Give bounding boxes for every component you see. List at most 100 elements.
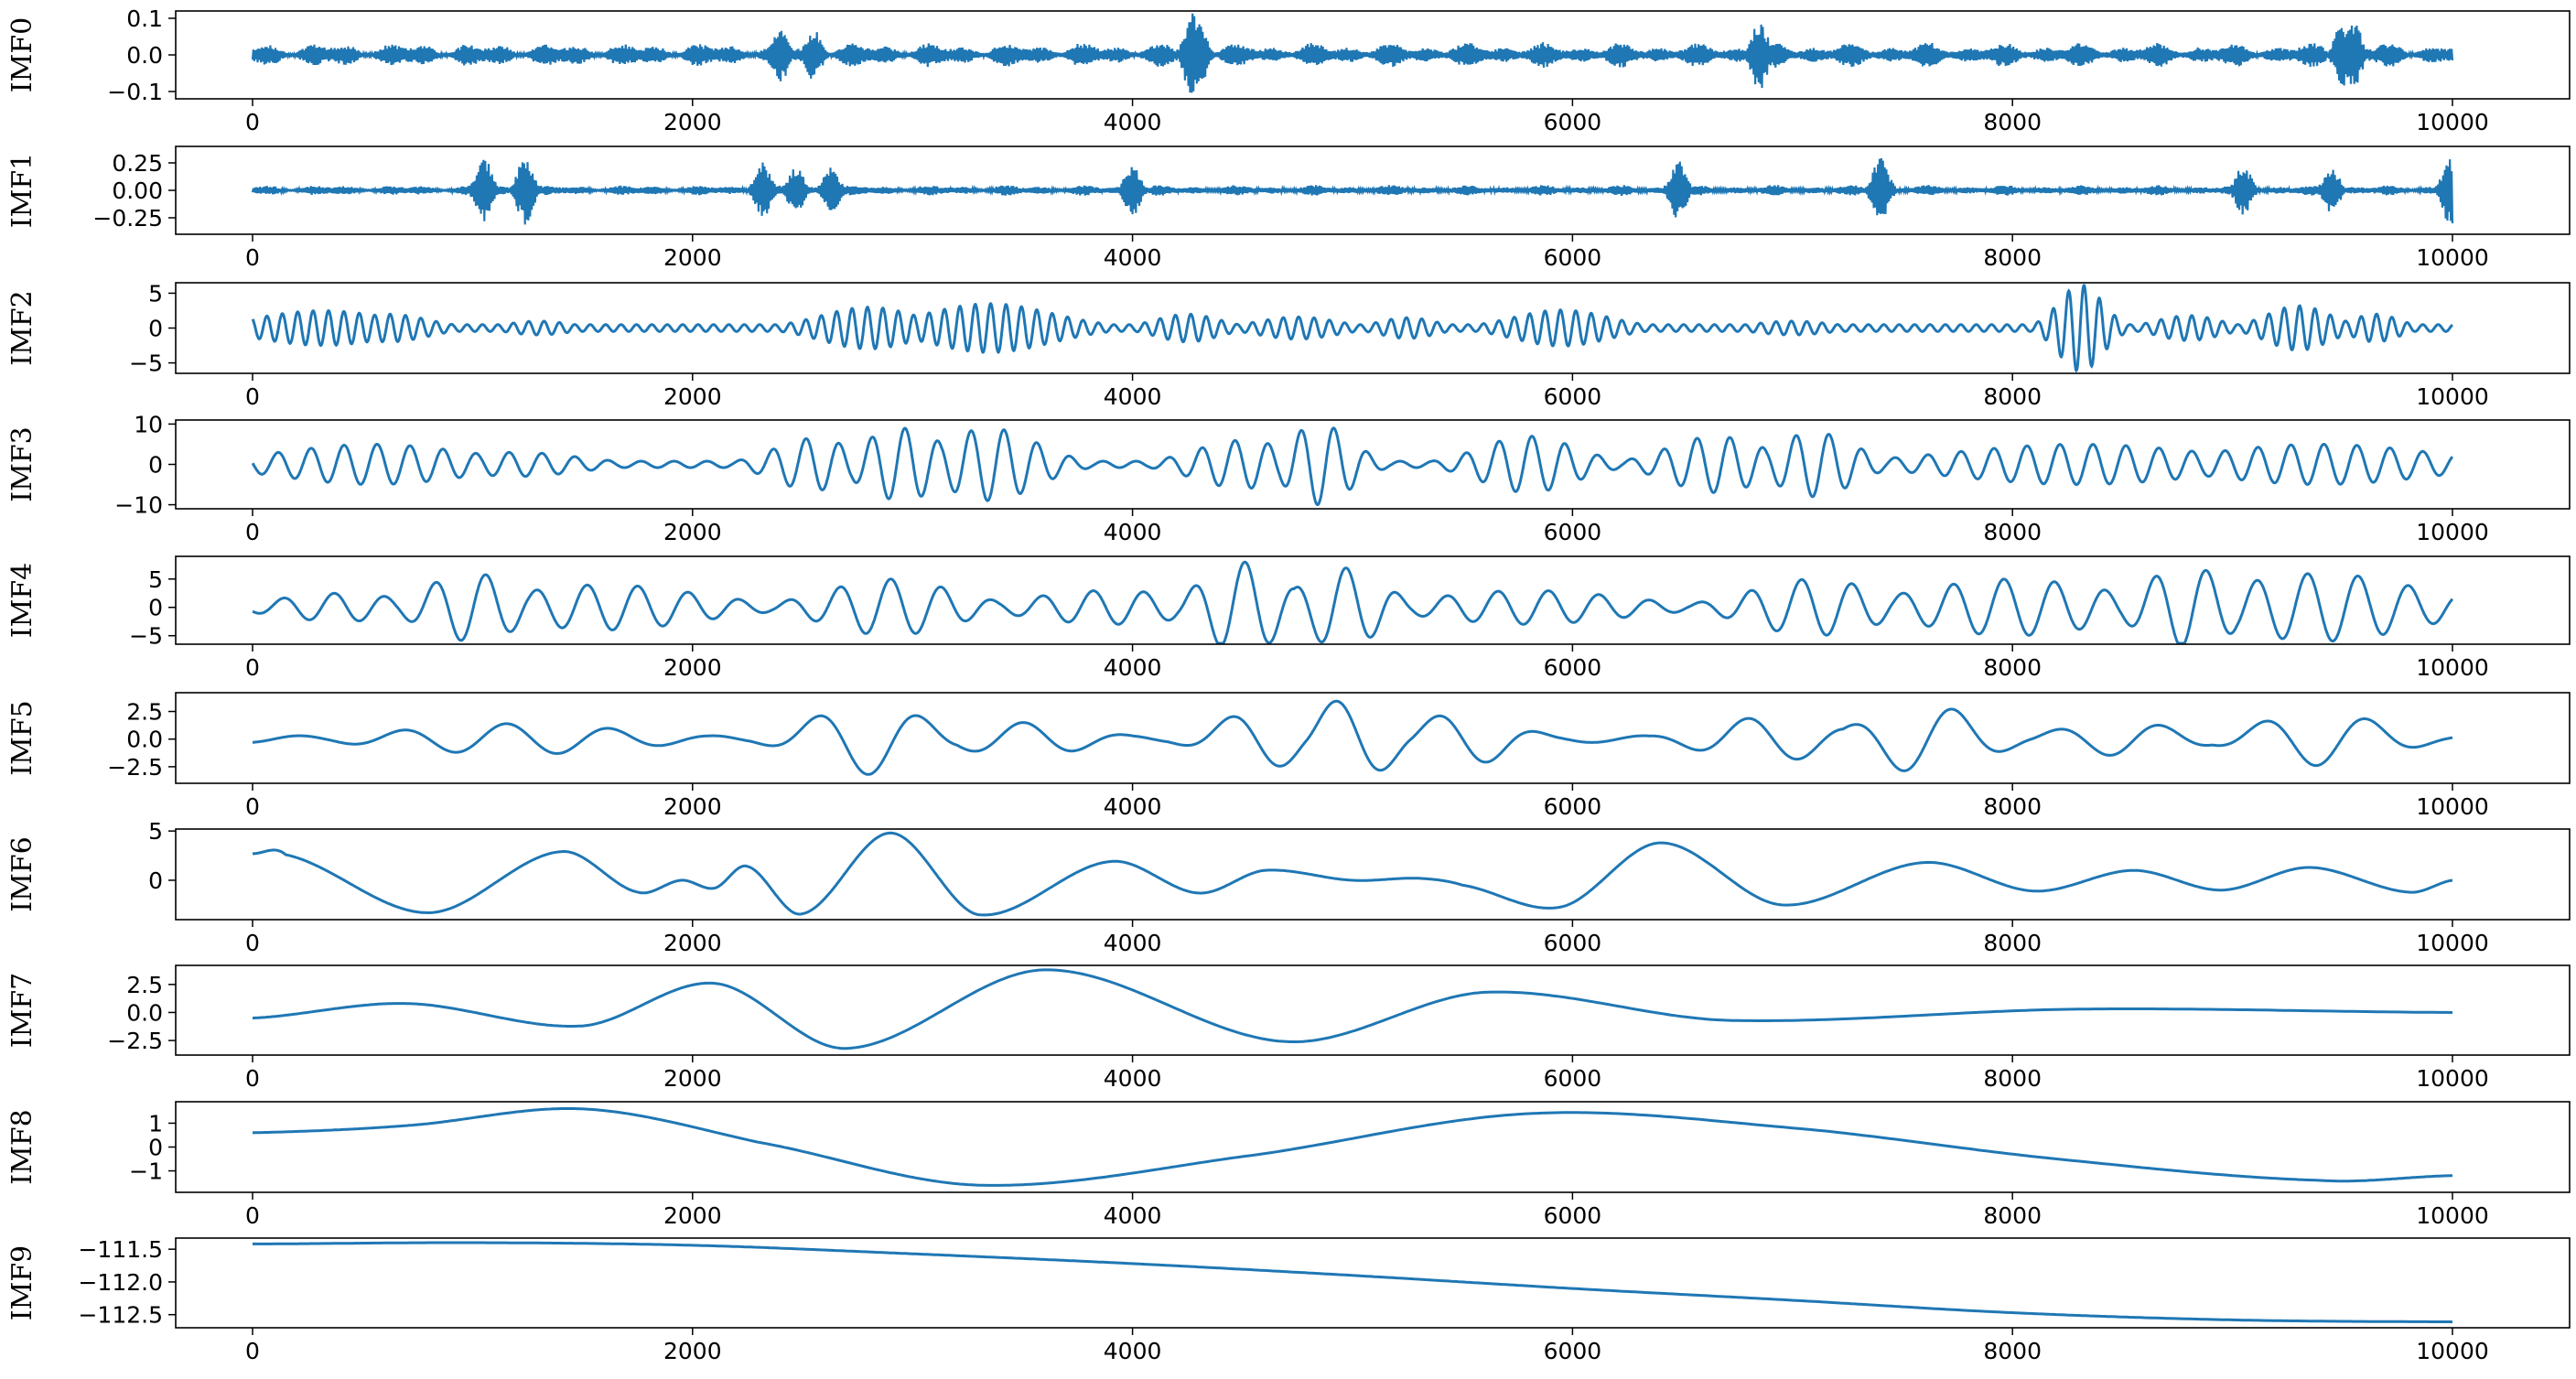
- x-tick-label: 10000: [2416, 1065, 2489, 1092]
- y-axis-label: IMF7: [6, 973, 38, 1048]
- subplot-imf2: 0 2000 4000 6000 8000 10000 5 0 −5 IMF2: [6, 280, 2571, 410]
- series-line-imf9: [253, 1241, 2453, 1324]
- series-line-imf5: [253, 699, 2453, 776]
- x-tick-label: 0: [245, 1065, 260, 1092]
- x-tick-label: 10000: [2416, 1202, 2489, 1229]
- axes-frame: [175, 1101, 2571, 1193]
- y-tick-label: 0.0: [126, 999, 163, 1026]
- subplot-imf7: 0 2000 4000 6000 8000 10000 2.50.0−2.5 IMF7: [6, 964, 2571, 1092]
- x-tick-label: 6000: [1544, 519, 1602, 545]
- y-axis-label: IMF8: [6, 1109, 38, 1184]
- y-axis-label: IMF6: [6, 836, 38, 911]
- series-line-imf4: [252, 560, 2454, 645]
- series-line-imf3: [251, 426, 2454, 506]
- y-tick-label: 0.25: [112, 150, 163, 177]
- x-tick-label: 6000: [1544, 654, 1602, 681]
- axes-frame: [175, 964, 2571, 1056]
- y-tick-label: 0: [148, 316, 163, 342]
- x-tick-label: 4000: [1104, 930, 1162, 956]
- y-tick-label: 5: [148, 818, 163, 845]
- axes-frame: [175, 555, 2571, 645]
- x-tick-label: 2000: [663, 1338, 722, 1364]
- x-tick-label: 10000: [2416, 383, 2489, 410]
- x-tick-label: 4000: [1104, 654, 1162, 681]
- x-tick-label: 4000: [1104, 519, 1162, 545]
- y-axis-label: IMF9: [6, 1245, 38, 1320]
- x-tick-label: 0: [245, 930, 260, 956]
- x-tick-label: 10000: [2416, 244, 2489, 271]
- axes-frame: [175, 1237, 2571, 1329]
- x-tick-label: 6000: [1544, 793, 1602, 820]
- y-tick-label: 5: [148, 566, 163, 593]
- x-tick-label: 10000: [2416, 1338, 2489, 1364]
- y-axis-label: IMF1: [6, 153, 38, 228]
- subplot-imf6: 0 2000 4000 6000 8000 10000 5 0 IMF6: [6, 818, 2571, 956]
- x-tick-label: 0: [245, 109, 260, 135]
- x-tick-label: 6000: [1544, 1338, 1602, 1364]
- x-tick-label: 4000: [1104, 383, 1162, 410]
- x-tick-label: 6000: [1544, 1202, 1602, 1229]
- series-line-imf6: [253, 831, 2453, 917]
- x-tick-label: 0: [245, 793, 260, 820]
- x-tick-label: 2000: [663, 793, 722, 820]
- subplot-imf3: 0 2000 4000 6000 8000 10000 10 0 −10 IMF3: [6, 411, 2571, 545]
- y-tick-label: 1: [148, 1110, 163, 1137]
- subplot-imf5: 0 2000 4000 6000 8000 10000 2.50.0−2.5 IMF5: [6, 692, 2571, 820]
- x-tick-label: 6000: [1544, 930, 1602, 956]
- x-tick-label: 10000: [2416, 654, 2489, 681]
- y-tick-label: −0.25: [92, 205, 163, 232]
- x-tick-label: 2000: [663, 930, 722, 956]
- x-tick-label: 6000: [1544, 383, 1602, 410]
- x-tick-label: 0: [245, 654, 260, 681]
- x-tick-label: 0: [245, 1202, 260, 1229]
- x-tick-label: 8000: [1983, 109, 2042, 135]
- series-line-imf2: [251, 284, 2453, 373]
- x-tick-label: 8000: [1983, 793, 2042, 820]
- x-tick-label: 8000: [1983, 519, 2042, 545]
- series-line-imf1: [251, 157, 2454, 225]
- subplot-imf9: 0 2000 4000 6000 8000 10000 −111.5 −112.0 −112.5…: [6, 1236, 2571, 1364]
- x-tick-label: 0: [245, 244, 260, 271]
- x-tick-label: 4000: [1104, 1202, 1162, 1229]
- subplot-imf1: 0 2000 4000 6000 8000 10000 0.250.00−0.25 IMF1: [6, 145, 2571, 271]
- y-tick-label: 2.5: [126, 972, 163, 998]
- x-tick-label: 0: [245, 1338, 260, 1364]
- y-tick-label: −0.1: [107, 79, 163, 105]
- x-tick-label: 8000: [1983, 1202, 2042, 1229]
- y-axis-label: IMF4: [6, 563, 38, 638]
- y-tick-label: 0.1: [126, 5, 163, 32]
- x-tick-label: 8000: [1983, 1338, 2042, 1364]
- x-tick-label: 10000: [2416, 930, 2489, 956]
- x-tick-label: 10000: [2416, 519, 2489, 545]
- x-tick-label: 10000: [2416, 109, 2489, 135]
- y-tick-label: 10: [134, 411, 163, 437]
- x-tick-label: 6000: [1544, 109, 1602, 135]
- y-axis-label: IMF0: [6, 17, 38, 92]
- x-tick-label: 8000: [1983, 244, 2042, 271]
- y-axis-label: IMF2: [6, 290, 38, 365]
- x-tick-label: 8000: [1983, 1065, 2042, 1092]
- y-tick-label: −112.5: [78, 1302, 163, 1329]
- x-tick-label: 2000: [663, 1065, 722, 1092]
- series-line-imf7: [252, 968, 2453, 1050]
- x-tick-label: 4000: [1104, 244, 1162, 271]
- x-tick-label: 0: [245, 519, 260, 545]
- x-tick-label: 4000: [1104, 1065, 1162, 1092]
- x-tick-label: 4000: [1104, 1338, 1162, 1364]
- y-tick-label: 2.5: [126, 699, 163, 726]
- y-tick-label: 0.00: [112, 178, 163, 204]
- x-tick-label: 8000: [1983, 654, 2042, 681]
- x-tick-label: 4000: [1104, 793, 1162, 820]
- x-tick-label: 2000: [663, 1202, 722, 1229]
- x-tick-label: 8000: [1983, 383, 2042, 410]
- y-tick-label: 0.0: [126, 42, 163, 69]
- y-tick-label: 0.0: [126, 727, 163, 753]
- y-tick-label: 0: [148, 452, 163, 479]
- x-tick-label: 2000: [663, 383, 722, 410]
- x-tick-label: 2000: [663, 519, 722, 545]
- x-tick-label: 2000: [663, 654, 722, 681]
- y-tick-label: 5: [148, 280, 163, 307]
- x-tick-label: 8000: [1983, 930, 2042, 956]
- y-axis-label: IMF3: [6, 426, 38, 501]
